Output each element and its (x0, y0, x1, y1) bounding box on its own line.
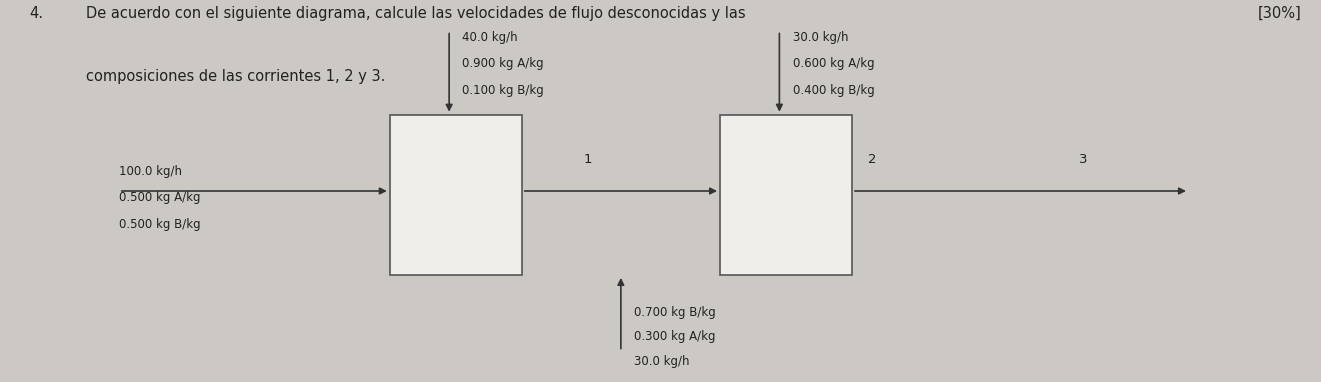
Text: 0.500 kg B/kg: 0.500 kg B/kg (119, 218, 201, 231)
Text: 0.100 kg B/kg: 0.100 kg B/kg (462, 84, 544, 97)
Text: 0.700 kg B/kg: 0.700 kg B/kg (634, 306, 716, 319)
Text: 0.400 kg B/kg: 0.400 kg B/kg (793, 84, 875, 97)
Bar (390, 115, 522, 275)
Text: [30%]: [30%] (1258, 6, 1301, 21)
Text: 2: 2 (868, 153, 876, 166)
Text: composiciones de las corrientes 1, 2 y 3.: composiciones de las corrientes 1, 2 y 3… (86, 69, 386, 84)
Text: 4.: 4. (29, 6, 44, 21)
Text: 3: 3 (1079, 153, 1087, 166)
Text: 100.0 kg/h: 100.0 kg/h (119, 165, 182, 178)
Bar (720, 115, 852, 275)
Text: 0.500 kg A/kg: 0.500 kg A/kg (119, 191, 201, 204)
Text: 1: 1 (584, 153, 592, 166)
Text: 0.300 kg A/kg: 0.300 kg A/kg (634, 330, 716, 343)
Text: 0.900 kg A/kg: 0.900 kg A/kg (462, 57, 544, 70)
Text: 30.0 kg/h: 30.0 kg/h (634, 355, 690, 368)
Text: 30.0 kg/h: 30.0 kg/h (793, 31, 848, 44)
Text: 0.600 kg A/kg: 0.600 kg A/kg (793, 57, 875, 70)
Text: De acuerdo con el siguiente diagrama, calcule las velocidades de flujo desconoci: De acuerdo con el siguiente diagrama, ca… (86, 6, 745, 21)
Text: 40.0 kg/h: 40.0 kg/h (462, 31, 518, 44)
